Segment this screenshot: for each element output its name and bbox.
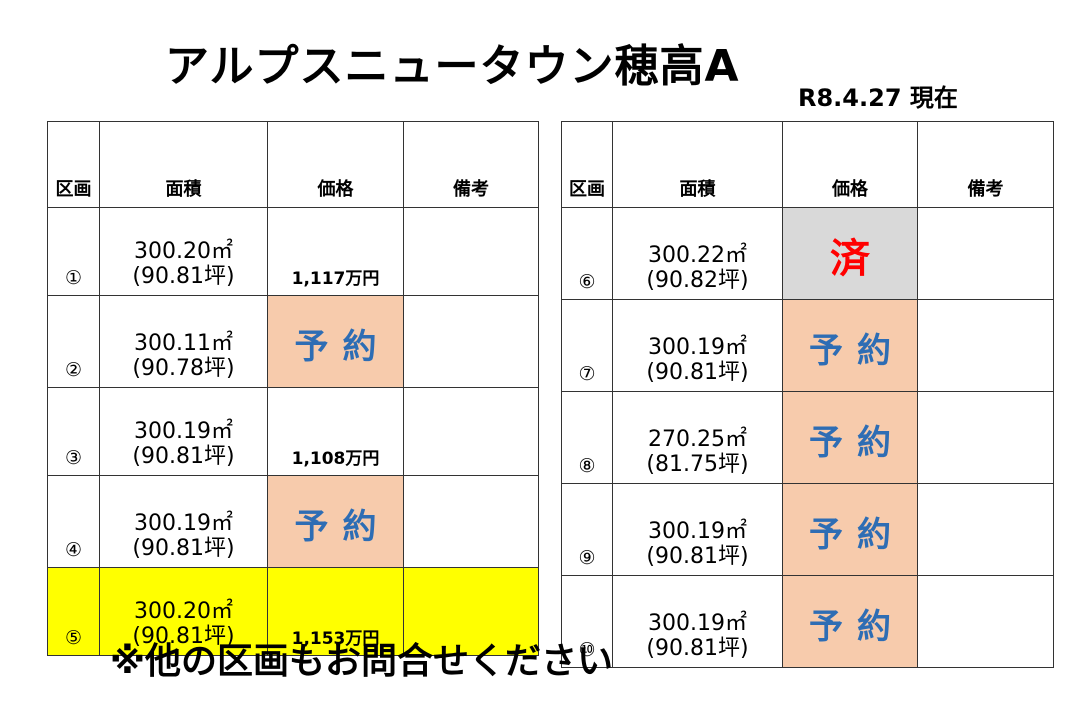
area-m2: 300.22㎡: [648, 243, 747, 268]
area-tsubo: (90.82坪): [646, 268, 749, 293]
price-cell: 1,108万円: [267, 387, 404, 476]
lot-table-left: 区画 面積 価格 備考 ① 300.20㎡ (90.81坪) 1,117万円 ② 300.…: [47, 121, 539, 656]
lot-area: 270.25㎡ (81.75坪): [612, 391, 783, 484]
table-row: ② 300.11㎡ (90.78坪) 予約: [47, 295, 539, 388]
table-row: ③ 300.19㎡ (90.81坪) 1,108万円: [47, 387, 539, 476]
lot-area: 300.22㎡ (90.82坪): [612, 207, 783, 300]
price-value: 1,117万円: [291, 269, 380, 289]
header-price: 価格: [782, 121, 918, 208]
lot-area: 300.19㎡ (90.81坪): [612, 299, 783, 392]
notes-cell: [917, 299, 1054, 392]
reserved-stamp: 予約: [294, 506, 391, 547]
price-cell-reserved: 予約: [782, 575, 918, 668]
lot-number: ②: [47, 295, 100, 388]
table-row: ⑦ 300.19㎡ (90.81坪) 予約: [561, 299, 1054, 392]
reserved-stamp: 予約: [809, 514, 905, 555]
lot-number: ①: [47, 207, 100, 296]
area-m2: 300.19㎡: [134, 419, 233, 444]
lot-area: 300.19㎡ (90.81坪): [612, 575, 783, 668]
lot-rows-left: ① 300.20㎡ (90.81坪) 1,117万円 ② 300.11㎡ (90.78坪) 予…: [47, 207, 539, 656]
price-cell-reserved: 予約: [782, 391, 918, 484]
notes-cell: [403, 475, 539, 568]
header-area: 面積: [612, 121, 783, 208]
area-m2: 300.20㎡: [134, 239, 233, 264]
header-area: 面積: [99, 121, 268, 208]
notes-cell: [403, 295, 539, 388]
table-row: ⑩ 300.19㎡ (90.81坪) 予約: [561, 575, 1054, 668]
price-cell-sold: 済: [782, 207, 918, 300]
area-m2: 300.19㎡: [648, 335, 747, 360]
notes-cell: [917, 391, 1054, 484]
area-tsubo: (90.81坪): [132, 264, 235, 289]
notes-cell: [403, 567, 539, 656]
sold-stamp: 済: [830, 235, 870, 282]
reserved-stamp: 予約: [294, 326, 391, 367]
notes-cell: [917, 575, 1054, 668]
footer-note: ※他の区画もお問合せください: [110, 641, 613, 682]
notes-cell: [917, 207, 1054, 300]
lot-number: ⑤: [47, 567, 100, 656]
price-cell-reserved: 予約: [782, 483, 918, 576]
lot-number: ⑦: [561, 299, 613, 392]
price-cell-reserved: 予約: [267, 295, 404, 388]
area-tsubo: (90.81坪): [132, 536, 235, 561]
page-title: アルプスニュータウン穂高A: [165, 41, 740, 92]
reserved-stamp: 予約: [809, 606, 905, 647]
notes-cell: [403, 207, 539, 296]
area-m2: 300.19㎡: [648, 519, 747, 544]
price-cell-reserved: 予約: [782, 299, 918, 392]
notes-cell: [917, 483, 1054, 576]
price-cell-reserved: 予約: [267, 475, 404, 568]
lot-rows-right: ⑥ 300.22㎡ (90.82坪) 済 ⑦ 300.19㎡ (90.81坪) 予約 ⑧ 270.…: [561, 207, 1054, 668]
header-price: 価格: [267, 121, 404, 208]
lot-number: ⑨: [561, 483, 613, 576]
area-tsubo: (90.81坪): [646, 544, 749, 569]
header-notes: 備考: [917, 121, 1054, 208]
area-m2: 270.25㎡: [648, 427, 747, 452]
table-row: ⑧ 270.25㎡ (81.75坪) 予約: [561, 391, 1054, 484]
header-lot: 区画: [561, 121, 613, 208]
lot-number: ③: [47, 387, 100, 476]
table-row: ① 300.20㎡ (90.81坪) 1,117万円: [47, 207, 539, 296]
reserved-stamp: 予約: [809, 330, 905, 371]
reserved-stamp: 予約: [809, 422, 905, 463]
table-header-row: 区画 面積 価格 備考: [47, 121, 539, 208]
notes-cell: [403, 387, 539, 476]
area-tsubo: (90.81坪): [132, 444, 235, 469]
header-notes: 備考: [403, 121, 539, 208]
price-value: 1,153万円: [291, 629, 380, 649]
area-tsubo: (90.81坪): [646, 360, 749, 385]
area-m2: 300.19㎡: [134, 511, 233, 536]
as-of-date: R8.4.27 現在: [798, 84, 958, 112]
area-m2: 300.19㎡: [648, 611, 747, 636]
lot-area: 300.19㎡ (90.81坪): [99, 475, 268, 568]
lot-area: 300.19㎡ (90.81坪): [612, 483, 783, 576]
lot-number: ⑧: [561, 391, 613, 484]
price-value: 1,108万円: [291, 449, 380, 469]
table-row: ⑥ 300.22㎡ (90.82坪) 済: [561, 207, 1054, 300]
area-tsubo: (81.75坪): [646, 452, 749, 477]
lot-area: 300.20㎡ (90.81坪): [99, 207, 268, 296]
lot-number: ⑥: [561, 207, 613, 300]
lot-table-right: 区画 面積 価格 備考 ⑥ 300.22㎡ (90.82坪) 済 ⑦ 300.19㎡ (90…: [561, 121, 1054, 668]
area-m2: 300.11㎡: [134, 331, 233, 356]
price-cell: 1,153万円: [267, 567, 404, 656]
header-lot: 区画: [47, 121, 100, 208]
lot-area: 300.19㎡ (90.81坪): [99, 387, 268, 476]
table-row: ⑨ 300.19㎡ (90.81坪) 予約: [561, 483, 1054, 576]
lot-number: ④: [47, 475, 100, 568]
table-row: ⑤ 300.20㎡ (90.81坪) 1,153万円: [47, 567, 539, 656]
table-row: ④ 300.19㎡ (90.81坪) 予約: [47, 475, 539, 568]
lot-area: 300.11㎡ (90.78坪): [99, 295, 268, 388]
area-m2: 300.20㎡: [134, 599, 233, 624]
area-tsubo: (90.81坪): [646, 636, 749, 661]
area-tsubo: (90.81坪): [132, 624, 235, 649]
price-cell: 1,117万円: [267, 207, 404, 296]
area-tsubo: (90.78坪): [132, 356, 235, 381]
table-header-row: 区画 面積 価格 備考: [561, 121, 1054, 208]
